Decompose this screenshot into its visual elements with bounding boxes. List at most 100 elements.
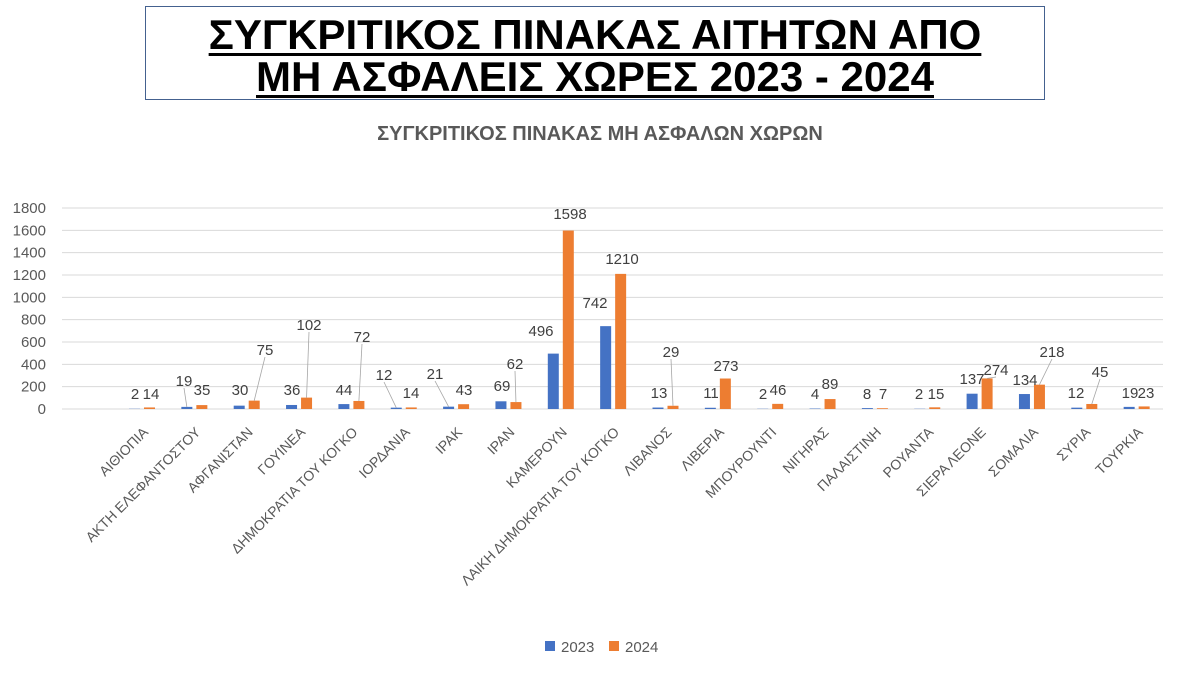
bar-2023 [1123,406,1135,409]
leader-line [253,356,266,401]
leader-line [383,381,397,408]
legend-swatch-2023 [545,641,555,651]
data-label-2024: 35 [194,382,211,399]
y-tick-label: 1200 [13,267,46,284]
data-label-2024: 46 [770,382,787,399]
bar-2023 [1018,394,1030,409]
legend-label-2023: 2023 [561,639,594,656]
bar-2023 [495,401,507,409]
leader-line [306,331,310,398]
data-label-2023: 30 [232,382,249,399]
data-label-2024: 7 [879,386,887,403]
leader-line [1091,378,1101,405]
bar-2023 [390,407,402,409]
x-tick-label: ΙΟΡΔΑΝΙΑ [356,423,414,481]
data-label-2023: 134 [1012,372,1037,389]
bar-2024 [615,273,627,409]
bar-2024 [929,407,941,409]
data-label-2024: 273 [713,358,738,375]
bar-2023 [286,404,298,409]
bar-2023 [338,404,350,409]
x-tick-label: ΝΙΓΗΡΑΣ [779,424,832,477]
x-tick-label: ΣΟΜΑΛΙΑ [985,423,1041,479]
bar-2023 [704,407,716,409]
leader-line [514,370,517,403]
bar-2024 [301,397,313,409]
data-label-2023: 4 [811,386,819,403]
x-tick-label: ΙΡΑΝ [484,424,518,458]
leader-line [183,387,188,407]
bar-2023 [652,407,664,409]
bar-2024 [1138,406,1150,409]
leader-line [434,380,449,407]
bar-2024 [1033,384,1045,409]
y-tick-label: 800 [21,312,46,329]
bar-2024 [510,402,522,409]
data-label-2024: 89 [822,376,839,393]
x-tick-label: ΑΙΘΙΟΠΙΑ [96,423,152,479]
data-label-2023: 44 [336,382,353,399]
data-label-2024: 14 [143,386,160,403]
data-label-2024: 14 [403,385,420,402]
bar-2024 [1086,403,1098,409]
bar-2023 [966,393,978,409]
y-tick-label: 400 [21,356,46,373]
bar-2024 [981,378,993,409]
bar-2023 [181,406,193,409]
leader-line [670,358,674,406]
data-label-2023: 2 [759,386,767,403]
leader-line [987,376,997,379]
bar-2023 [600,326,612,409]
y-tick-label: 1400 [13,245,46,262]
data-label-2024: 15 [928,386,945,403]
bar-2024 [458,404,470,409]
data-label-2023: 69 [494,378,511,395]
data-label-2024: 23 [1138,385,1155,402]
x-tick-label: ΤΟΥΡΚΙΑ [1092,423,1146,477]
data-label-2023: 137 [959,371,984,388]
legend-label-2024: 2024 [625,639,658,656]
data-label-2023: 12 [1068,385,1085,402]
bar-2023 [233,405,245,409]
chart-title: ΣΥΓΚΡΙΤΙΚΟΣ ΠΙΝΑΚΑΣ ΜΗ ΑΣΦΑΛΩΝ ΧΩΡΩΝ [377,123,823,145]
x-tick-label: ΛΙΒΑΝΟΣ [620,424,675,479]
x-tick-label: ΛΙΒΕΡΙΑ [677,423,727,473]
y-tick-label: 1600 [13,222,46,239]
data-label-2023: 496 [528,323,553,340]
bar-2024 [667,405,679,409]
y-tick-label: 200 [21,379,46,396]
data-label-2024: 274 [983,362,1008,379]
data-label-2023: 36 [284,382,301,399]
bar-2023 [1071,407,1083,409]
data-label-2024: 218 [1039,344,1064,361]
y-tick-label: 600 [21,334,46,351]
leader-line [1039,358,1053,385]
slide-title-line-2: ΜΗ ΑΣΦΑΛΕΙΣ ΧΩΡΕΣ 2023 - 2024 [256,53,934,100]
legend: 2023 2024 [545,639,658,656]
bars [129,230,1150,409]
data-label-2024: 62 [507,356,524,373]
data-label-2023: 8 [863,386,871,403]
bar-2024 [824,399,836,409]
data-label-2023: 19 [1122,385,1139,402]
data-label-2024: 43 [456,382,473,399]
data-label-2024: 1598 [553,206,586,223]
bar-2024 [719,378,731,409]
data-label-2024: 1210 [605,251,638,268]
bar-2023 [547,353,559,409]
bar-2024 [353,400,365,409]
y-axis-labels: 0 200 400 600 800 1000 1200 1400 1600 1800 [13,200,46,418]
gridlines [62,207,1163,410]
slide-title-line-1: ΣΥΓΚΡΙΤΙΚΟΣ ΠΙΝΑΚΑΣ ΑΙΤΗΤΩΝ ΑΠΟ [208,11,982,58]
leader-line [358,343,363,401]
y-tick-label: 0 [38,401,46,418]
bar-2024 [405,407,417,409]
slide-title-box: ΣΥΓΚΡΙΤΙΚΟΣ ΠΙΝΑΚΑΣ ΑΙΤΗΤΩΝ ΑΠΟ ΜΗ ΑΣΦΑΛ… [145,6,1045,100]
bar-2024 [196,405,208,409]
legend-swatch-2024 [609,641,619,651]
data-label-2023: 2 [131,386,139,403]
x-tick-label: ΣΥΡΙΑ [1053,423,1093,463]
